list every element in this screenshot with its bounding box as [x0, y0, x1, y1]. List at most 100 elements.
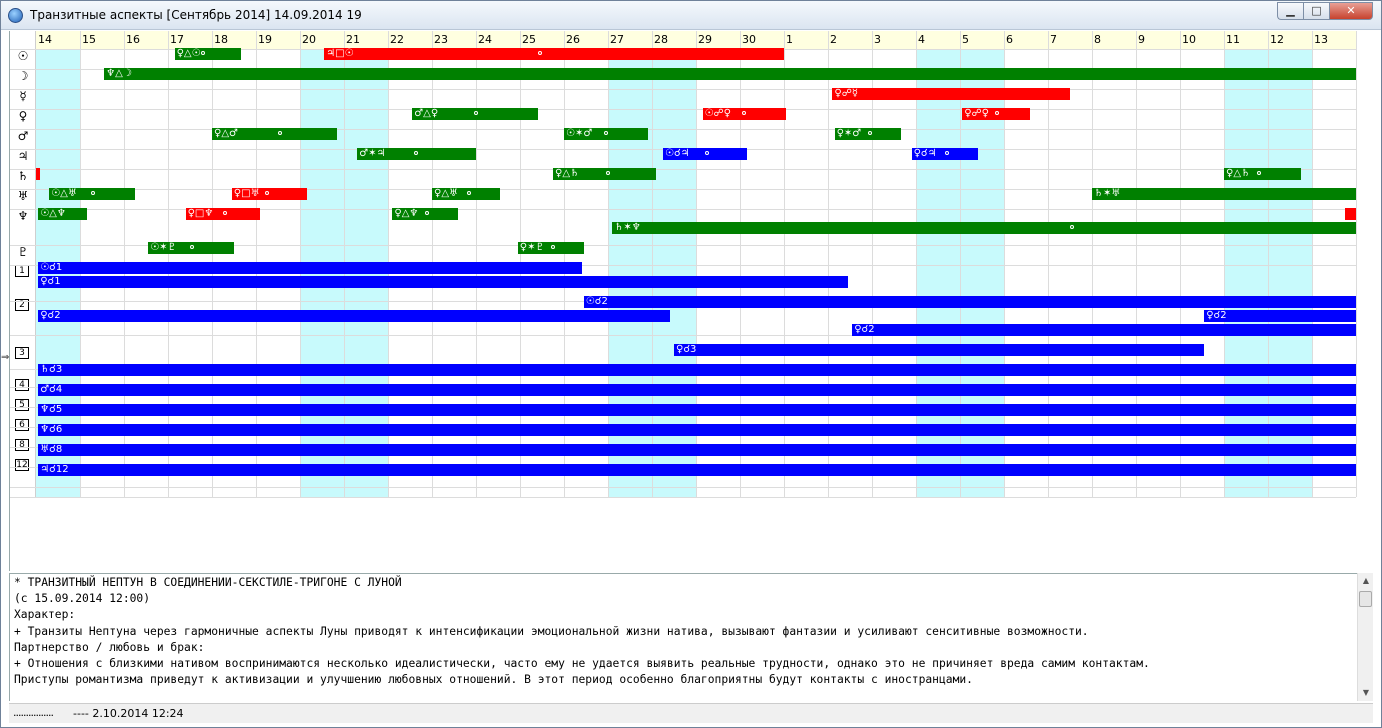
aspect-bar[interactable]: ♀△☉ [174, 48, 241, 60]
day-label[interactable]: 18 [214, 33, 228, 46]
aspect-bar[interactable]: ☉✶♇ [148, 242, 234, 254]
aspect-bar[interactable]: ♀△♅ [432, 188, 501, 200]
aspect-bar[interactable]: ♀☍♀ [962, 108, 1031, 120]
aspect-bar[interactable]: ☉△♅ [49, 188, 135, 200]
aspect-bar[interactable]: ☉☌1 [38, 262, 582, 274]
day-label[interactable]: 12 [1270, 33, 1284, 46]
aspect-bar[interactable]: ♀□♅ [231, 188, 307, 200]
aspect-bar[interactable]: ♀☍☿ [832, 88, 1070, 100]
day-label[interactable]: 27 [610, 33, 624, 46]
aspect-bar[interactable]: ♄✶♆ [612, 222, 1356, 234]
day-label[interactable]: 13 [1314, 33, 1328, 46]
transit-chart[interactable]: ☉ ☽ ☿ ♀ ♂ ♃ ♄ ♅ ♆ ♇ 1 2 3 4 5 6 8 12 14 15 16 17 18 19 20 21 22 23… [9, 31, 1357, 571]
day-label[interactable]: 16 [126, 33, 140, 46]
aspect-bar[interactable]: ♂☌4 [38, 384, 1356, 396]
planet-row-glyph: ♂ [17, 129, 29, 143]
day-label[interactable]: 8 [1094, 33, 1101, 46]
aspect-bar[interactable]: ♀△♄ [1224, 168, 1301, 180]
day-label[interactable]: 23 [434, 33, 448, 46]
day-label[interactable]: 7 [1050, 33, 1057, 46]
splitter-arrow-icon[interactable]: ⇒ [1, 352, 10, 363]
scroll-down-arrow-icon[interactable]: ▼ [1362, 688, 1370, 697]
maximize-button[interactable]: □ [1303, 2, 1329, 20]
aspect-bar[interactable]: ♅☌8 [38, 444, 1356, 456]
day-label[interactable]: 1 [786, 33, 793, 46]
aspect-bar-label: ♂☌4 [40, 384, 63, 395]
aspect-bar[interactable]: ♆☌6 [38, 424, 1356, 436]
aspect-bar[interactable]: ♄☌3 [38, 364, 1356, 376]
day-label[interactable]: 19 [258, 33, 272, 46]
interpretation-text-panel[interactable]: * ТРАНЗИТНЫЙ НЕПТУН В СОЕДИНЕНИИ-СЕКСТИЛ… [9, 573, 1359, 701]
grid-day-line [1180, 31, 1181, 497]
day-label[interactable]: 29 [698, 33, 712, 46]
exact-aspect-dot [278, 131, 282, 135]
app-icon[interactable] [8, 8, 23, 23]
aspect-bar[interactable]: ♀□♆ [185, 208, 261, 220]
day-label[interactable]: 28 [654, 33, 668, 46]
scroll-thumb[interactable] [1359, 591, 1372, 607]
day-label[interactable]: 15 [82, 33, 96, 46]
aspect-bar[interactable]: ☉☍♀ [702, 108, 787, 120]
exact-aspect-dot [264, 191, 269, 195]
aspect-bar[interactable]: ☉✶♂ [564, 128, 648, 140]
aspect-bar[interactable]: ☉☌2 [583, 296, 1356, 308]
aspect-bar[interactable]: ♂✶♃ [357, 148, 476, 160]
grid-day-line [1092, 31, 1093, 497]
day-label[interactable]: 3 [874, 33, 881, 46]
aspect-bar[interactable]: ☉☌♃ [663, 148, 747, 160]
day-label[interactable]: 5 [962, 33, 969, 46]
day-label[interactable]: 4 [918, 33, 925, 46]
day-label[interactable]: 30 [742, 33, 756, 46]
aspect-bar[interactable] [1345, 208, 1356, 220]
day-label[interactable]: 24 [478, 33, 492, 46]
day-label[interactable]: 11 [1226, 33, 1240, 46]
aspect-bar[interactable]: ♀☌2 [1204, 310, 1356, 322]
day-label[interactable]: 10 [1182, 33, 1196, 46]
aspect-bar[interactable] [36, 168, 40, 180]
day-label[interactable]: 2 [830, 33, 837, 46]
day-label[interactable]: 26 [566, 33, 580, 46]
aspect-bar-label: ♆☌5 [40, 404, 63, 415]
vertical-scrollbar[interactable]: ▲ ▼ [1357, 573, 1373, 701]
aspect-bar[interactable]: ♀✶♂ [834, 128, 901, 140]
aspect-bar-label: ☉△♆ [40, 208, 66, 219]
aspect-bar[interactable]: ♀△♄ [553, 168, 657, 180]
weekend-column-highlight [608, 31, 652, 497]
aspect-bar[interactable]: ♆△☽ [104, 68, 1356, 80]
aspect-bar[interactable]: ♄✶♅ [1092, 188, 1356, 200]
house-row-marker: 6 [15, 419, 29, 431]
minimize-button[interactable]: ▁ [1277, 2, 1303, 20]
aspect-bar[interactable]: ♀☌♃ [911, 148, 978, 160]
title-bar[interactable]: Транзитные аспекты [Сентябрь 2014] 14.09… [1, 1, 1381, 30]
aspect-bar[interactable]: ♀☌2 [38, 310, 670, 322]
day-label[interactable]: 22 [390, 33, 404, 46]
aspect-bar[interactable]: ☉△♆ [38, 208, 87, 220]
day-label[interactable]: 17 [170, 33, 184, 46]
aspect-bar[interactable]: ♀☌3 [674, 344, 1205, 356]
day-label[interactable]: 9 [1138, 33, 1145, 46]
aspect-bar[interactable]: ♀☌1 [38, 276, 848, 288]
day-label[interactable]: 20 [302, 33, 316, 46]
aspect-bar[interactable]: ♆☌5 [38, 404, 1356, 416]
aspect-bar-label: ♀△♂ [214, 128, 238, 139]
aspect-bar[interactable]: ♃☌12 [38, 464, 1356, 476]
aspect-bar[interactable]: ♀△♆ [392, 208, 459, 220]
aspect-bar[interactable]: ♃□☉ [324, 48, 784, 60]
exact-aspect-dot [222, 211, 227, 215]
house-row-marker: 2 [15, 299, 29, 311]
house-row-marker: 3 [15, 347, 29, 359]
day-label[interactable]: 21 [346, 33, 360, 46]
aspect-bar[interactable]: ♀△♂ [212, 128, 338, 140]
day-label[interactable]: 14 [38, 33, 52, 46]
close-button[interactable]: ✕ [1329, 2, 1373, 20]
row-header-column: ☉ ☽ ☿ ♀ ♂ ♃ ♄ ♅ ♆ ♇ 1 2 3 4 5 6 8 12 [10, 31, 36, 497]
aspect-bar[interactable]: ♂△♀ [412, 108, 538, 120]
aspect-bar[interactable]: ♀☌2 [852, 324, 1356, 336]
scroll-up-arrow-icon[interactable]: ▲ [1362, 576, 1370, 585]
day-label[interactable]: 25 [522, 33, 536, 46]
grid-day-line [1356, 31, 1357, 497]
day-label[interactable]: 6 [1006, 33, 1013, 46]
exact-aspect-dot [473, 111, 478, 115]
aspect-bar[interactable]: ♀✶♇ [517, 242, 584, 254]
window-title: Транзитные аспекты [Сентябрь 2014] 14.09… [30, 8, 362, 22]
